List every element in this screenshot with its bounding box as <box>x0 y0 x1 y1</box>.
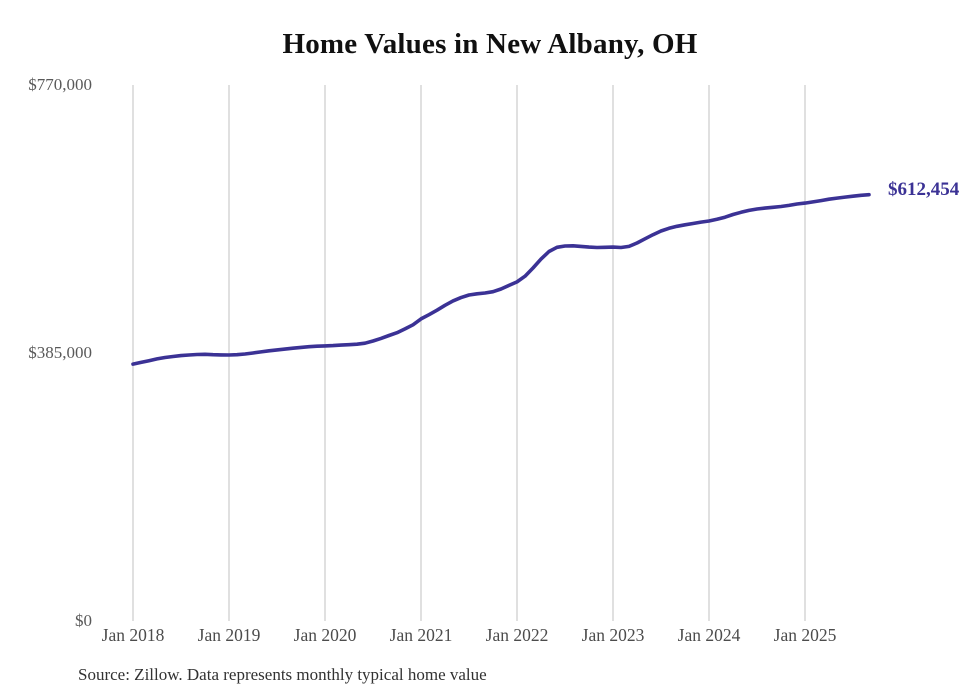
y-axis-label: $770,000 <box>28 75 92 94</box>
x-axis-label: Jan 2022 <box>485 625 549 645</box>
current-value-label: $612,454 <box>888 178 960 200</box>
x-axis-label: Jan 2021 <box>389 625 453 645</box>
chart-title: Home Values in New Albany, OH <box>282 28 698 60</box>
x-axis-label: Jan 2024 <box>677 625 741 645</box>
x-axis-label: Jan 2025 <box>773 625 837 645</box>
y-axis-label: $0 <box>75 611 92 630</box>
source-note: Source: Zillow. Data represents monthly … <box>78 665 487 684</box>
x-axis-label: Jan 2020 <box>293 625 357 645</box>
x-axis-label: Jan 2019 <box>197 625 261 645</box>
y-axis-label: $385,000 <box>28 343 92 362</box>
x-axis-label: Jan 2018 <box>101 625 165 645</box>
x-axis-label: Jan 2023 <box>581 625 645 645</box>
gridlines <box>132 85 806 621</box>
home-value-line <box>131 192 871 366</box>
